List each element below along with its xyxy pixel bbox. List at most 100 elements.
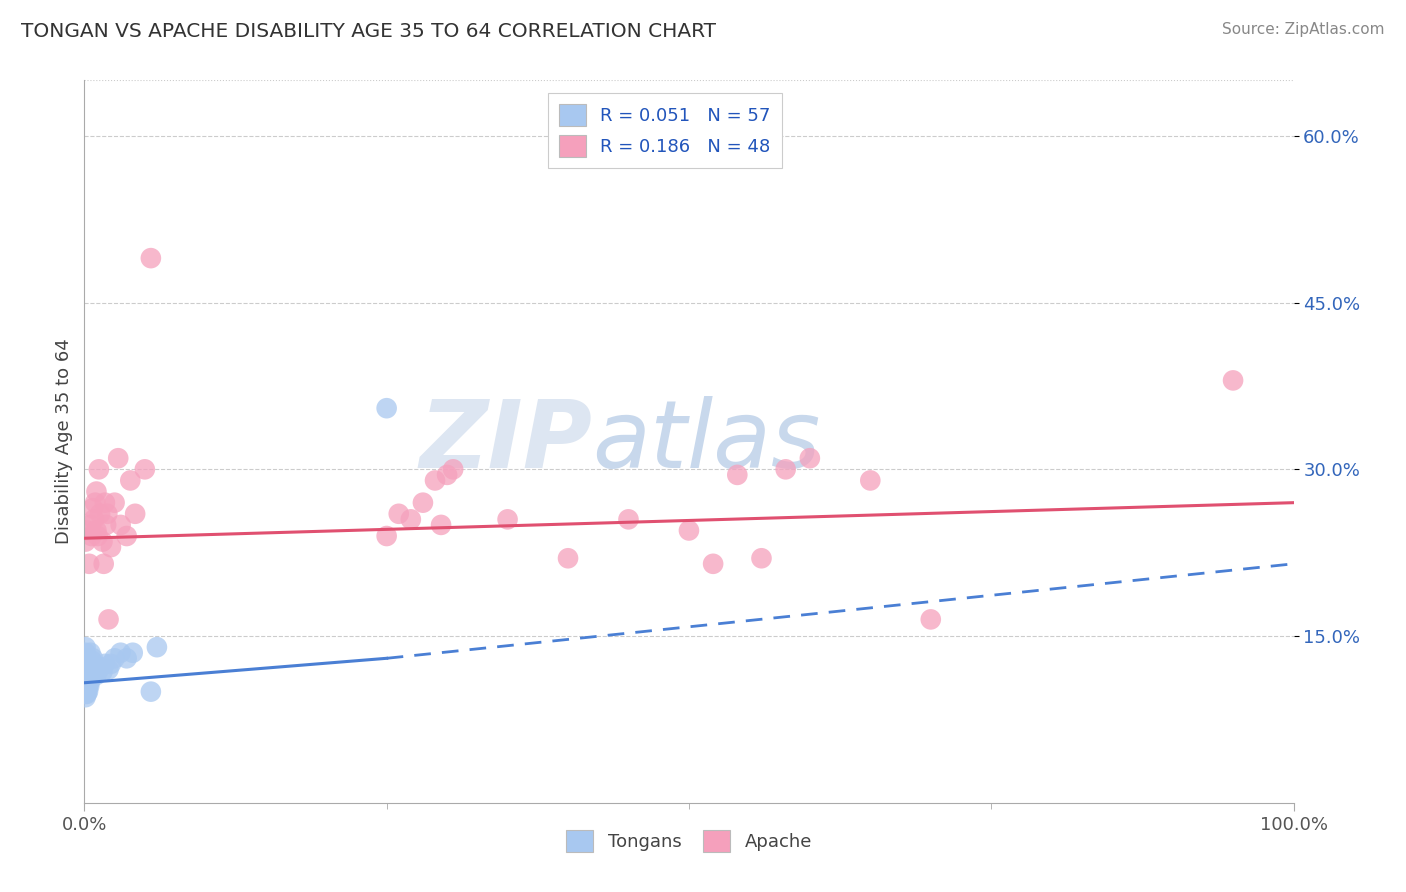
Point xyxy=(375,529,398,543)
Point xyxy=(89,507,111,521)
Point xyxy=(80,665,103,679)
Point xyxy=(75,668,97,682)
Point xyxy=(93,557,115,571)
Point xyxy=(82,501,104,516)
Point xyxy=(77,657,100,671)
Point xyxy=(775,462,797,476)
Point xyxy=(120,474,142,488)
Point xyxy=(79,673,101,688)
Point xyxy=(83,512,105,526)
Point xyxy=(86,484,108,499)
Point xyxy=(96,507,118,521)
Point xyxy=(104,651,127,665)
Point xyxy=(1222,373,1244,387)
Point xyxy=(76,687,98,701)
Point xyxy=(76,668,98,682)
Point xyxy=(441,462,464,476)
Point xyxy=(75,682,97,697)
Point xyxy=(82,651,104,665)
Point xyxy=(100,657,122,671)
Point xyxy=(436,467,458,482)
Point xyxy=(75,646,97,660)
Point xyxy=(91,534,114,549)
Point xyxy=(89,660,111,674)
Point xyxy=(87,662,110,676)
Point xyxy=(115,529,138,543)
Point xyxy=(110,646,132,660)
Point xyxy=(751,551,773,566)
Point xyxy=(84,662,107,676)
Point xyxy=(75,651,97,665)
Point xyxy=(86,662,108,676)
Point xyxy=(399,512,422,526)
Point xyxy=(139,251,162,265)
Point xyxy=(121,646,143,660)
Point xyxy=(77,662,100,676)
Point xyxy=(702,557,724,571)
Point xyxy=(110,517,132,532)
Point xyxy=(75,684,97,698)
Point xyxy=(77,679,100,693)
Point xyxy=(75,675,97,690)
Point xyxy=(76,679,98,693)
Point xyxy=(79,517,101,532)
Point xyxy=(115,651,138,665)
Point xyxy=(97,662,120,676)
Point xyxy=(84,496,107,510)
Text: Source: ZipAtlas.com: Source: ZipAtlas.com xyxy=(1222,22,1385,37)
Point xyxy=(75,684,97,698)
Point xyxy=(83,665,105,679)
Point xyxy=(725,467,748,482)
Point xyxy=(107,451,129,466)
Point xyxy=(75,690,97,705)
Point xyxy=(76,524,98,538)
Point xyxy=(139,684,162,698)
Point xyxy=(79,646,101,660)
Point xyxy=(617,512,640,526)
Point xyxy=(146,640,169,655)
Point xyxy=(82,668,104,682)
Point xyxy=(76,651,98,665)
Point xyxy=(557,551,579,566)
Point xyxy=(75,673,97,688)
Point xyxy=(75,653,97,667)
Point xyxy=(77,684,100,698)
Point xyxy=(76,673,98,688)
Point xyxy=(75,660,97,674)
Point xyxy=(97,612,120,626)
Legend: Tongans, Apache: Tongans, Apache xyxy=(558,822,820,859)
Point xyxy=(388,507,411,521)
Point xyxy=(80,653,103,667)
Point xyxy=(104,496,127,510)
Text: TONGAN VS APACHE DISABILITY AGE 35 TO 64 CORRELATION CHART: TONGAN VS APACHE DISABILITY AGE 35 TO 64… xyxy=(21,22,716,41)
Point xyxy=(412,496,434,510)
Point xyxy=(920,612,942,626)
Point xyxy=(75,671,97,685)
Point xyxy=(75,662,97,676)
Point xyxy=(75,679,97,693)
Point xyxy=(124,507,146,521)
Point xyxy=(91,665,114,679)
Point xyxy=(75,665,97,679)
Point xyxy=(76,684,98,698)
Point xyxy=(678,524,700,538)
Point xyxy=(94,517,117,532)
Point xyxy=(76,662,98,676)
Point xyxy=(86,524,108,538)
Point xyxy=(134,462,156,476)
Point xyxy=(80,529,103,543)
Text: ZIP: ZIP xyxy=(419,395,592,488)
Point xyxy=(423,474,446,488)
Y-axis label: Disability Age 35 to 64: Disability Age 35 to 64 xyxy=(55,339,73,544)
Text: atlas: atlas xyxy=(592,396,821,487)
Point xyxy=(799,451,821,466)
Point xyxy=(75,657,97,671)
Point xyxy=(77,557,100,571)
Point xyxy=(496,512,519,526)
Point xyxy=(94,657,117,671)
Point xyxy=(75,534,97,549)
Point xyxy=(94,496,117,510)
Point xyxy=(100,540,122,554)
Point xyxy=(430,517,453,532)
Point xyxy=(859,474,882,488)
